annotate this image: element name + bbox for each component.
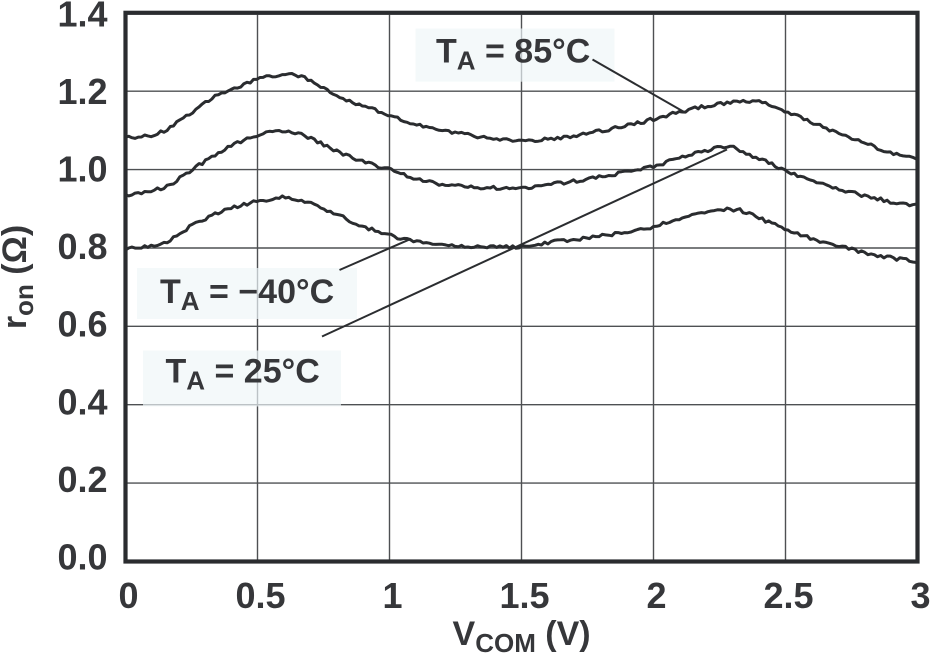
svg-text:2: 2	[646, 575, 666, 616]
svg-text:TA = 25°C: TA = 25°C	[166, 353, 320, 396]
svg-text:1: 1	[382, 575, 402, 616]
svg-text:2.5: 2.5	[763, 575, 813, 616]
svg-text:0.6: 0.6	[57, 304, 107, 345]
svg-text:0.2: 0.2	[57, 459, 107, 500]
svg-text:0.5: 0.5	[235, 575, 285, 616]
svg-text:0: 0	[118, 575, 138, 616]
svg-text:1.4: 1.4	[57, 0, 107, 34]
svg-text:0.0: 0.0	[57, 537, 107, 578]
svg-text:TA = −40°C: TA = −40°C	[160, 273, 334, 316]
svg-text:1.5: 1.5	[499, 575, 549, 616]
svg-text:0.8: 0.8	[57, 226, 107, 267]
svg-text:1.2: 1.2	[57, 71, 107, 112]
svg-text:VCOM (V): VCOM (V)	[453, 615, 591, 655]
svg-text:0.4: 0.4	[57, 381, 107, 422]
svg-text:3: 3	[910, 575, 930, 616]
svg-text:1.0: 1.0	[57, 149, 107, 190]
